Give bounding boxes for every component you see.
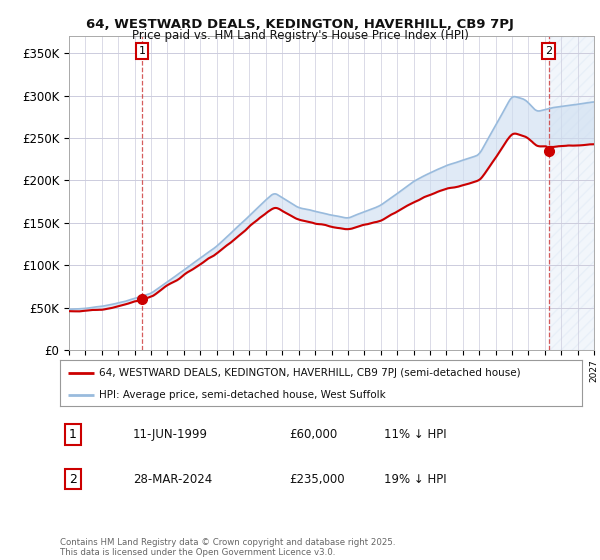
Text: Price paid vs. HM Land Registry's House Price Index (HPI): Price paid vs. HM Land Registry's House … xyxy=(131,29,469,42)
Text: 28-MAR-2024: 28-MAR-2024 xyxy=(133,473,212,486)
Text: 19% ↓ HPI: 19% ↓ HPI xyxy=(383,473,446,486)
Text: 2: 2 xyxy=(545,46,552,56)
Text: £235,000: £235,000 xyxy=(290,473,346,486)
Text: 2: 2 xyxy=(69,473,77,486)
Text: 1: 1 xyxy=(69,428,77,441)
Text: £60,000: £60,000 xyxy=(290,428,338,441)
Text: 64, WESTWARD DEALS, KEDINGTON, HAVERHILL, CB9 7PJ: 64, WESTWARD DEALS, KEDINGTON, HAVERHILL… xyxy=(86,18,514,31)
Text: 1: 1 xyxy=(139,46,145,56)
Text: HPI: Average price, semi-detached house, West Suffolk: HPI: Average price, semi-detached house,… xyxy=(99,390,386,399)
Text: 11-JUN-1999: 11-JUN-1999 xyxy=(133,428,208,441)
Text: Contains HM Land Registry data © Crown copyright and database right 2025.
This d: Contains HM Land Registry data © Crown c… xyxy=(60,538,395,557)
Text: 11% ↓ HPI: 11% ↓ HPI xyxy=(383,428,446,441)
Text: 64, WESTWARD DEALS, KEDINGTON, HAVERHILL, CB9 7PJ (semi-detached house): 64, WESTWARD DEALS, KEDINGTON, HAVERHILL… xyxy=(99,368,521,378)
